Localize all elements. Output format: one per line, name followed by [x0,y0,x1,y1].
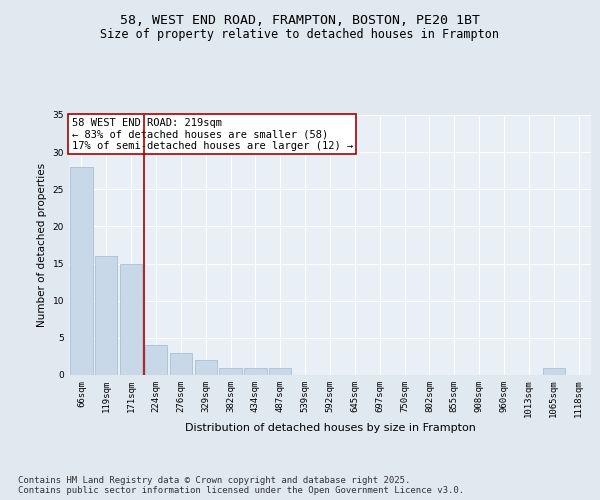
Bar [145,346,167,375]
Text: Contains HM Land Registry data © Crown copyright and database right 2025.
Contai: Contains HM Land Registry data © Crown c… [18,476,464,495]
Bar [70,167,92,375]
Text: 58 WEST END ROAD: 219sqm
← 83% of detached houses are smaller (58)
17% of semi-d: 58 WEST END ROAD: 219sqm ← 83% of detach… [71,118,353,151]
Bar [170,352,192,375]
Y-axis label: Number of detached properties: Number of detached properties [37,163,47,327]
Bar [220,368,242,375]
Bar [542,368,565,375]
Bar [244,368,266,375]
Bar [95,256,118,375]
Text: 58, WEST END ROAD, FRAMPTON, BOSTON, PE20 1BT: 58, WEST END ROAD, FRAMPTON, BOSTON, PE2… [120,14,480,28]
Bar [269,368,292,375]
Text: Size of property relative to detached houses in Frampton: Size of property relative to detached ho… [101,28,499,41]
Bar [194,360,217,375]
X-axis label: Distribution of detached houses by size in Frampton: Distribution of detached houses by size … [185,423,475,433]
Bar [120,264,142,375]
